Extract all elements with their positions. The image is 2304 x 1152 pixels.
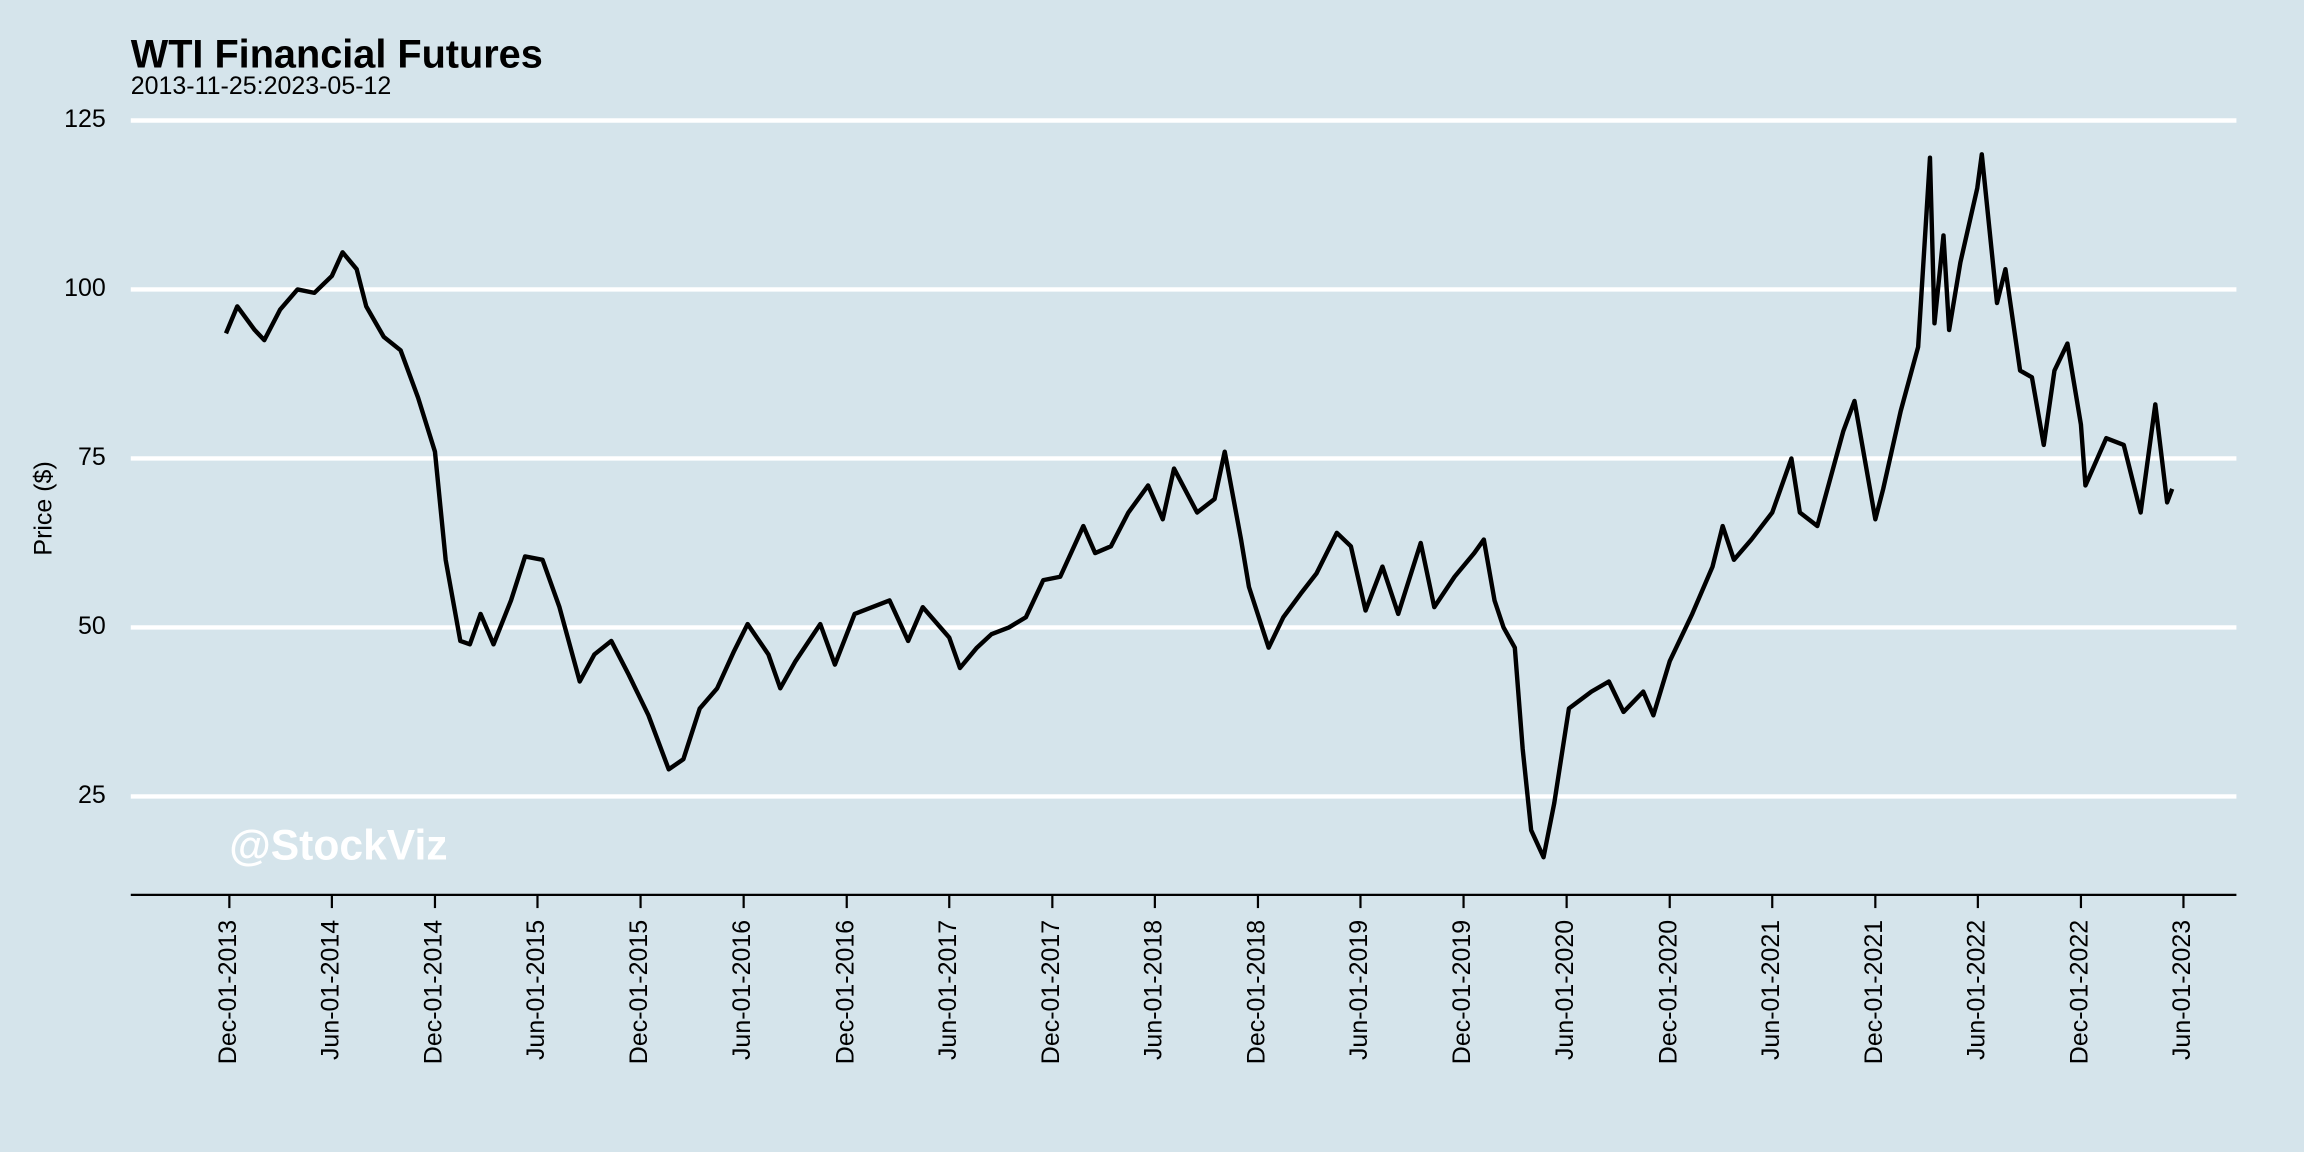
x-tick-label: Jun-01-2015 xyxy=(522,920,550,1060)
x-tick-label: Jun-01-2021 xyxy=(1757,920,1785,1060)
x-tick-label: Jun-01-2017 xyxy=(934,920,962,1060)
x-tick-label: Dec-01-2013 xyxy=(214,920,242,1064)
x-tick-label: Dec-01-2019 xyxy=(1448,920,1476,1064)
y-axis-label: Price ($) xyxy=(29,461,57,555)
watermark: @StockViz xyxy=(229,822,447,870)
y-tick-label: 75 xyxy=(78,443,106,471)
x-tick-label: Jun-01-2016 xyxy=(728,920,756,1060)
x-tick-label: Jun-01-2020 xyxy=(1551,920,1579,1060)
y-tick-label: 25 xyxy=(78,781,106,809)
x-tick-label: Dec-01-2021 xyxy=(1860,920,1888,1064)
x-tick-label: Dec-01-2020 xyxy=(1654,920,1682,1064)
x-tick-label: Jun-01-2022 xyxy=(1962,920,1990,1060)
y-tick-label: 100 xyxy=(64,274,106,302)
x-tick-label: Dec-01-2017 xyxy=(1037,920,1065,1064)
x-tick-label: Jun-01-2023 xyxy=(2168,920,2196,1060)
y-tick-label: 125 xyxy=(64,105,106,133)
chart-subtitle: 2013-11-25:2023-05-12 xyxy=(131,72,392,100)
x-tick-label: Dec-01-2016 xyxy=(831,920,859,1064)
y-tick-label: 50 xyxy=(78,612,106,640)
x-tick-label: Jun-01-2019 xyxy=(1345,920,1373,1060)
x-tick-label: Dec-01-2018 xyxy=(1243,920,1271,1064)
x-tick-label: Dec-01-2014 xyxy=(420,920,448,1064)
x-tick-label: Jun-01-2014 xyxy=(316,920,344,1060)
price-line xyxy=(223,152,2175,860)
chart-title: WTI Financial Futures xyxy=(131,33,543,77)
x-tick-label: Dec-01-2015 xyxy=(625,920,653,1064)
x-tick-label: Jun-01-2018 xyxy=(1139,920,1167,1060)
x-tick-label: Dec-01-2022 xyxy=(2066,920,2094,1064)
